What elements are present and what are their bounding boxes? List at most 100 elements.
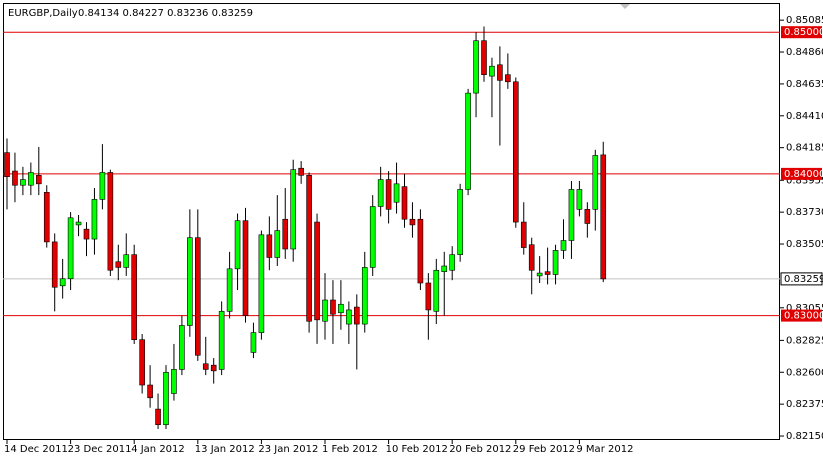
x-tick-label: 23 Dec 2011	[68, 444, 132, 455]
candle-body	[560, 240, 567, 251]
candle-body	[306, 175, 312, 322]
candle-body	[35, 175, 42, 185]
candle-body	[536, 272, 543, 277]
candle-body	[369, 206, 376, 268]
price-tag	[781, 309, 822, 322]
candle-body	[584, 209, 591, 224]
candle-body	[330, 299, 336, 315]
y-tick-label: 0.84185	[786, 143, 823, 154]
candle-body	[314, 221, 320, 321]
candle-body	[505, 74, 511, 83]
candle-body	[600, 154, 607, 280]
candle-body	[377, 179, 384, 207]
candle-body	[28, 172, 34, 186]
candle-body	[520, 221, 527, 248]
x-tick-label: 13 Jan 2012	[195, 444, 255, 455]
candle-body	[147, 384, 153, 399]
candle-body	[51, 241, 58, 288]
candle-body	[552, 250, 559, 275]
y-tick-label: 0.82375	[786, 399, 823, 410]
candle-body	[258, 234, 265, 333]
candle-body	[592, 155, 599, 210]
candle-body	[457, 189, 463, 255]
candle-body	[568, 189, 575, 241]
candle-body	[115, 261, 122, 268]
candle-body	[361, 267, 368, 325]
candle-body	[20, 179, 26, 186]
candle-body	[75, 221, 82, 226]
plot-frame	[3, 3, 780, 440]
candle-body	[473, 40, 479, 94]
candle-body	[266, 234, 273, 258]
candle-body	[497, 64, 503, 81]
candle-body	[544, 271, 551, 275]
candle-body	[234, 220, 241, 270]
candle-body	[322, 299, 328, 322]
x-tick-label: 1 Feb 2012	[322, 444, 378, 455]
x-tick-label: 14 Dec 2011	[4, 444, 68, 455]
candle-body	[250, 332, 257, 353]
current-price-tag	[780, 272, 823, 286]
candle-body	[43, 192, 50, 243]
candle-body	[274, 230, 281, 258]
candle-body	[512, 81, 519, 223]
x-tick-label: 23 Jan 2012	[258, 444, 318, 455]
candle-body	[417, 218, 424, 284]
y-tick-label: 0.85085	[786, 15, 823, 26]
candle-body	[163, 371, 169, 425]
candle-body	[59, 278, 66, 287]
price-tag	[781, 167, 822, 180]
candle-body	[433, 269, 440, 312]
candle-body	[131, 254, 137, 340]
y-tick-label: 0.82825	[786, 335, 823, 346]
candle-body	[401, 186, 408, 220]
candle-body	[4, 152, 10, 178]
shift-marker	[620, 4, 630, 9]
y-tick-label: 0.83955	[786, 175, 823, 186]
candle-body	[465, 92, 471, 190]
y-tick-label: 0.84635	[786, 79, 823, 90]
candle-body	[282, 218, 289, 250]
candle-body	[107, 172, 114, 271]
candle-body	[385, 179, 392, 210]
candle-body	[346, 309, 352, 325]
candle-body	[218, 311, 225, 370]
x-tick-label: 9 Mar 2012	[576, 444, 633, 455]
current-price-label: 0.83259	[784, 274, 823, 285]
candle-body	[528, 244, 535, 271]
candle-body	[12, 170, 18, 186]
candle-body	[179, 325, 185, 370]
candle-body	[187, 237, 193, 326]
candle-body	[83, 228, 90, 240]
candle-body	[353, 306, 360, 325]
candle-body	[242, 220, 249, 316]
candle-body	[409, 218, 416, 226]
candle-body	[298, 167, 304, 176]
candle-body	[393, 183, 400, 203]
candle-body	[449, 254, 456, 271]
candle-body	[155, 408, 161, 425]
candle-body	[481, 40, 487, 75]
candle-body	[99, 172, 106, 200]
x-tick-label: 4 Jan 2012	[131, 444, 185, 455]
candle-body	[67, 217, 74, 280]
price-tag-label: 0.83000	[784, 311, 823, 322]
candle-body	[576, 189, 583, 210]
candle-body	[123, 254, 130, 268]
x-tick-label: 10 Feb 2012	[386, 444, 448, 455]
candle-body	[202, 363, 209, 370]
candle-body	[489, 65, 495, 77]
candle-body	[139, 339, 145, 386]
price-tag-label: 0.85000	[784, 27, 823, 38]
candle-body	[226, 268, 233, 312]
candle-body	[441, 265, 448, 272]
candle-body	[425, 282, 432, 311]
y-tick-label: 0.82150	[786, 431, 823, 442]
candle-body	[338, 303, 344, 314]
ohlc-label: 0.84134 0.84227 0.83236 0.83259	[78, 8, 253, 19]
x-tick-label: 29 Feb 2012	[513, 444, 575, 455]
